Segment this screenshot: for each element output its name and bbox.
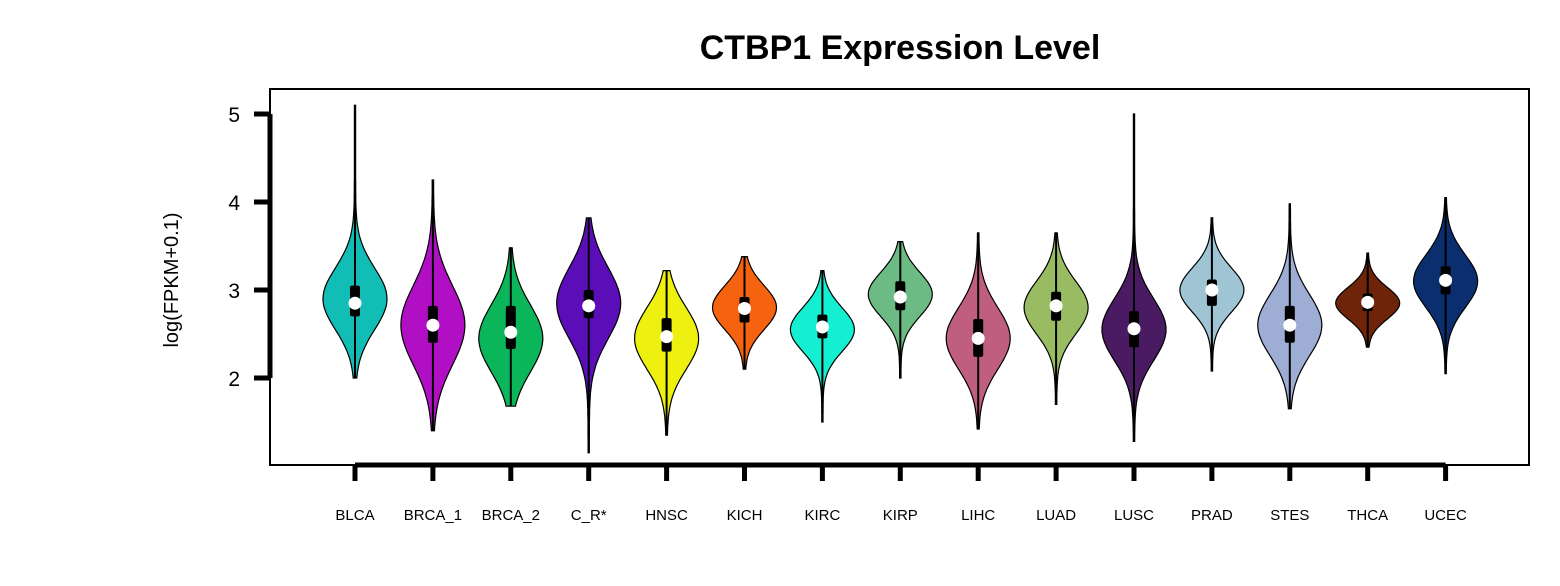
x-tick-label: KICH bbox=[727, 507, 763, 524]
violin-median-point bbox=[738, 301, 751, 315]
violin-kirp bbox=[867, 241, 933, 379]
x-tick-label: C_R* bbox=[571, 507, 607, 524]
violin-lihc bbox=[945, 232, 1011, 430]
violin-median-point bbox=[660, 330, 674, 344]
violin-median-point bbox=[348, 296, 362, 310]
violin-ucec bbox=[1413, 197, 1479, 375]
violin-lusc bbox=[1101, 113, 1167, 443]
x-tick-label: HNSC bbox=[645, 507, 688, 524]
chart-title: CTBP1 Expression Level bbox=[700, 29, 1101, 67]
violin-median-point bbox=[504, 325, 518, 339]
x-tick-label: PRAD bbox=[1191, 507, 1233, 524]
y-tick-label: 2 bbox=[228, 368, 240, 391]
x-tick-label: LIHC bbox=[961, 507, 995, 524]
violin-median-point bbox=[1361, 295, 1375, 309]
violin-median-point bbox=[1205, 283, 1219, 297]
violin-stes bbox=[1257, 203, 1323, 410]
violin-c-r- bbox=[556, 217, 622, 454]
violin-median-point bbox=[815, 320, 829, 334]
x-tick-label: BRCA_2 bbox=[482, 507, 540, 524]
y-axis-label: log(FPKM+0.1) bbox=[161, 212, 183, 347]
violin-median-point bbox=[582, 299, 596, 313]
x-tick-label: KIRC bbox=[804, 507, 840, 524]
violin-hnsc bbox=[633, 269, 700, 436]
x-tick-label: STES bbox=[1270, 507, 1309, 524]
violin-thca bbox=[1335, 252, 1401, 348]
x-tick-label: LUSC bbox=[1114, 507, 1154, 524]
violin-prad bbox=[1179, 217, 1245, 372]
x-tick-label: BRCA_1 bbox=[404, 507, 462, 524]
violin-brca-2 bbox=[478, 247, 544, 407]
violin-median-point bbox=[426, 318, 440, 332]
violin-median-point bbox=[1127, 322, 1141, 336]
violin-blca bbox=[322, 104, 388, 379]
violin-median-point bbox=[893, 290, 907, 304]
violin-group bbox=[322, 104, 1479, 454]
violin-median-point bbox=[1049, 299, 1063, 313]
violin-median-point bbox=[1283, 318, 1297, 332]
violin-kich bbox=[711, 255, 778, 370]
y-tick-label: 3 bbox=[228, 280, 240, 303]
axes-group: 2 3 4 5 BLCA BRCA_1 BRCA_2 C_R* HNSC KICH KIRC KIRP… bbox=[228, 104, 1467, 524]
violin-median-point bbox=[1439, 273, 1453, 287]
violin-luad bbox=[1023, 232, 1089, 405]
x-tick-label: KIRP bbox=[883, 507, 918, 524]
x-tick-label: BLCA bbox=[335, 507, 374, 524]
y-tick-label: 5 bbox=[228, 104, 240, 127]
x-tick-label: UCEC bbox=[1424, 507, 1467, 524]
violin-kirc bbox=[789, 269, 856, 423]
violin-median-point bbox=[971, 331, 985, 345]
x-tick-label: THCA bbox=[1347, 507, 1388, 524]
violin-brca-1 bbox=[400, 179, 466, 432]
y-tick-label: 4 bbox=[228, 192, 240, 215]
x-tick-label: LUAD bbox=[1036, 507, 1076, 524]
